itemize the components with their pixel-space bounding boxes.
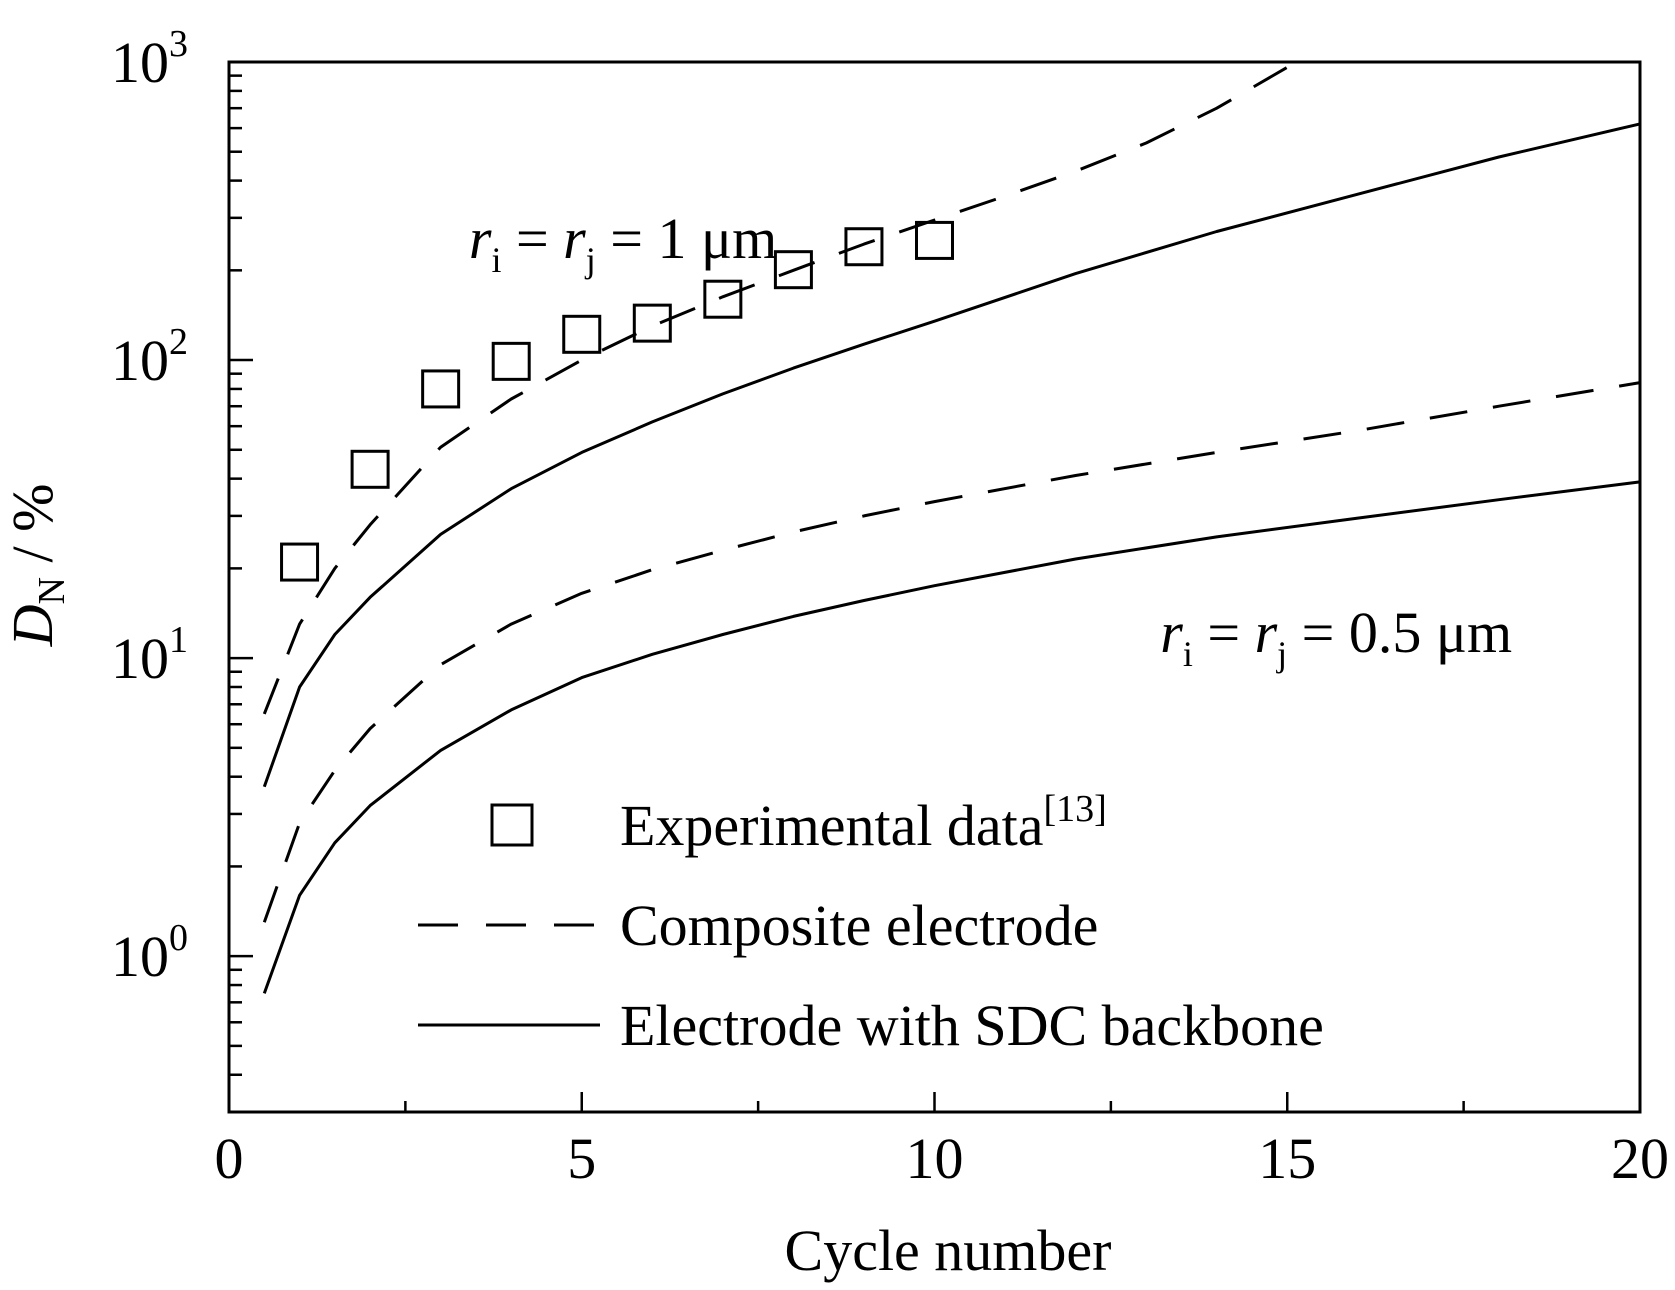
data-point-experimental xyxy=(703,279,743,319)
annotation-r: r xyxy=(563,206,586,271)
y-tick-label-exp: 0 xyxy=(169,917,188,959)
radius-annotation: ri = rj = 1 μm xyxy=(469,206,777,280)
y-tick-label-exp: 1 xyxy=(169,619,188,661)
axis-ticks xyxy=(227,60,1642,1114)
legend-label-text: Electrode with SDC backbone xyxy=(620,993,1324,1058)
y-tick-label-base: 10 xyxy=(111,328,169,393)
series-line-composite-electrode xyxy=(262,66,1289,715)
y-tick-label: 101 xyxy=(111,619,188,691)
legend-label: Composite electrode xyxy=(620,893,1098,958)
x-tick-label: 5 xyxy=(567,1126,596,1191)
y-tick-label-exp: 3 xyxy=(169,23,188,65)
y-tick-label: 102 xyxy=(111,321,188,393)
annotation-r: r xyxy=(469,206,492,271)
data-point-experimental xyxy=(773,250,813,290)
annotation-value: = 0.5 μm xyxy=(1287,600,1512,665)
y-axis-label-rest: / % xyxy=(0,484,65,577)
y-tick-label-base: 10 xyxy=(111,30,169,95)
annotation-sub-i: i xyxy=(491,240,501,280)
legend: Experimental data[13] Composite electrode… xyxy=(418,788,1324,1058)
x-tick-label: 0 xyxy=(215,1126,244,1191)
annotation-sub-j: j xyxy=(584,240,596,280)
y-axis-label-sub: N xyxy=(31,577,73,604)
annotation-sub-i: i xyxy=(1183,634,1193,674)
legend-marker-square xyxy=(490,803,534,847)
legend-label-text: Experimental data xyxy=(620,793,1044,858)
data-point-experimental xyxy=(915,220,954,260)
y-tick-label-base: 10 xyxy=(111,924,169,989)
series-layer xyxy=(262,66,1641,994)
x-axis-label: Cycle number xyxy=(785,1218,1112,1283)
data-point-experimental xyxy=(280,542,320,582)
y-tick-label: 103 xyxy=(111,23,188,95)
annotation-r: r xyxy=(1255,600,1278,665)
radius-annotation: ri = rj = 0.5 μm xyxy=(1160,600,1512,674)
y-tick-label-exp: 2 xyxy=(169,321,188,363)
annotation-value: = 1 μm xyxy=(596,206,777,271)
series-line-composite-electrode xyxy=(262,381,1641,923)
annotation-sub-j: j xyxy=(1275,634,1287,674)
data-point-experimental xyxy=(632,303,672,343)
legend-label: Experimental data[13] xyxy=(620,788,1107,858)
series-line-sdc-backbone xyxy=(262,480,1641,994)
legend-label-text: Composite electrode xyxy=(620,893,1098,958)
y-tick-label-base: 10 xyxy=(111,626,169,691)
x-tick-label: 20 xyxy=(1611,1126,1669,1191)
annotation-equals: = xyxy=(501,206,563,271)
data-point-experimental xyxy=(421,369,461,409)
x-tick-label: 10 xyxy=(906,1126,964,1191)
series-line-sdc-backbone xyxy=(262,122,1641,788)
data-point-experimental xyxy=(350,449,390,489)
y-axis-label: DN / % xyxy=(0,484,73,648)
y-tick-label: 100 xyxy=(111,917,188,989)
legend-label-sup: [13] xyxy=(1044,788,1107,830)
data-point-experimental xyxy=(562,314,602,354)
data-point-experimental xyxy=(844,227,884,267)
y-axis-label-main: D xyxy=(0,604,65,647)
x-tick-label: 15 xyxy=(1258,1126,1316,1191)
annotation-r: r xyxy=(1160,600,1183,665)
data-point-experimental xyxy=(491,341,531,381)
annotation-equals: = xyxy=(1193,600,1255,665)
legend-label: Electrode with SDC backbone xyxy=(620,993,1324,1058)
